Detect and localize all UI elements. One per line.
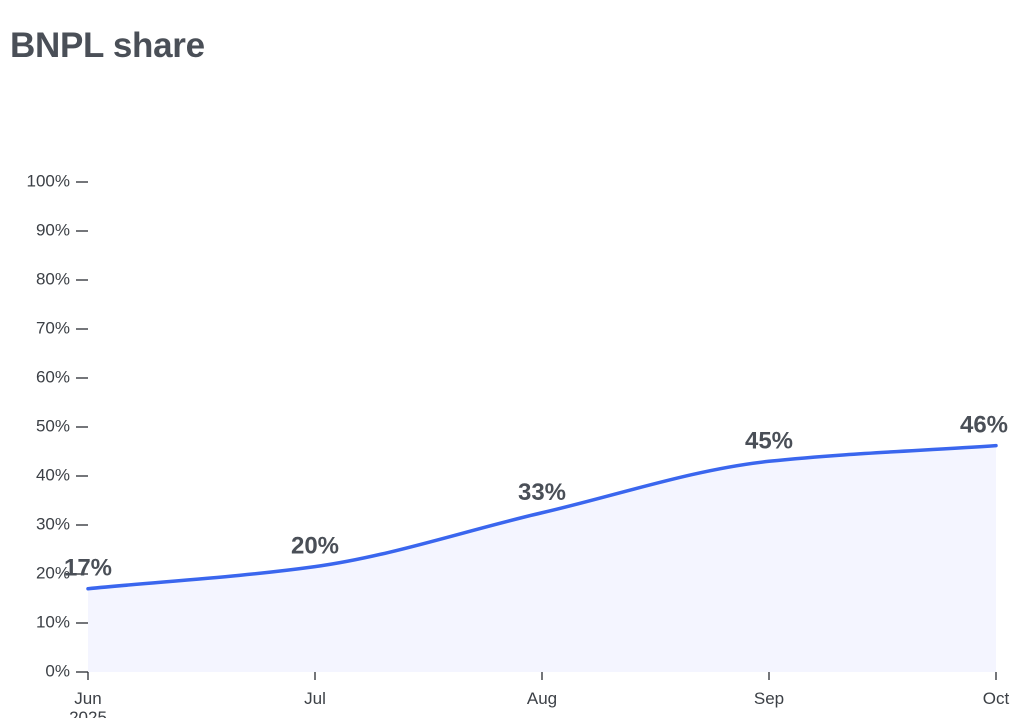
data-label: 46% (960, 412, 1008, 439)
line-layer (86, 443, 998, 591)
x-tick-label: Jul (304, 689, 326, 708)
y-tick-label: 100% (27, 171, 70, 190)
area-layer (88, 445, 996, 672)
data-label: 33% (518, 479, 566, 506)
data-labels: 17% 20% 33% 45% 46% (64, 412, 1008, 582)
y-tick-label: 50% (36, 416, 70, 435)
y-tick-label: 80% (36, 269, 70, 288)
y-tick-label: 70% (36, 318, 70, 337)
data-label: 45% (745, 427, 793, 454)
y-tick-label: 0% (45, 661, 70, 680)
data-label: 20% (291, 533, 339, 560)
data-label: 17% (64, 555, 112, 582)
x-tick-label: Sep (754, 689, 784, 708)
y-tick-label: 90% (36, 220, 70, 239)
y-tick-label: 60% (36, 367, 70, 386)
series-line (86, 443, 998, 591)
chart-title: BNPL share (10, 26, 205, 65)
y-tick-label: 40% (36, 465, 70, 484)
axes: 0% 10% 20% 30% 40% 50% 60% 70% 80% 90% 100% Jun Jul A… (27, 171, 1010, 718)
x-tick-sublabel: 2025 (69, 708, 107, 718)
y-tick-label: 20% (36, 563, 70, 582)
x-tick-label: Aug (527, 689, 557, 708)
y-tick-label: 10% (36, 612, 70, 631)
y-tick-label: 30% (36, 514, 70, 533)
x-tick-label: Oct (983, 689, 1010, 708)
area-fill (88, 445, 996, 672)
x-tick-label: Jun (74, 689, 101, 708)
